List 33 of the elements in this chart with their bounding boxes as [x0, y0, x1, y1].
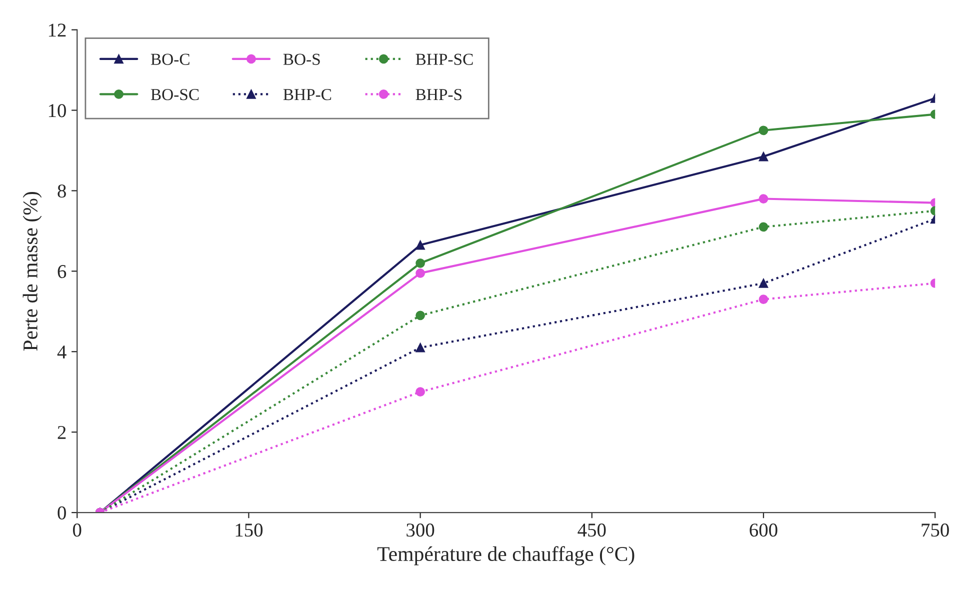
y-axis-title: Perte de masse (%)	[22, 192, 42, 351]
x-tick-label: 150	[236, 524, 263, 537]
y-tick-label: 2	[58, 426, 66, 439]
y-tick-label: 8	[58, 184, 66, 198]
y-tick-label: 12	[48, 24, 66, 37]
point	[758, 126, 768, 136]
x-tick-label: 600	[750, 524, 778, 537]
point	[758, 152, 768, 162]
point	[416, 387, 425, 397]
point	[758, 194, 768, 204]
legend-label: BO-SC	[150, 88, 199, 100]
legend-label: BHP-S	[416, 88, 462, 100]
point	[416, 240, 425, 250]
point	[416, 310, 425, 320]
x-tick-label: 750	[922, 524, 949, 537]
legend-label: BHP-SC	[416, 54, 473, 65]
y-tick-label: 0	[58, 506, 66, 520]
x-tick-label: 450	[578, 524, 606, 537]
y-tick-label: 6	[58, 265, 66, 278]
x-axis-title: Température de chauffage (°C)	[377, 546, 634, 566]
x-tick-label: 300	[406, 524, 434, 537]
legend-label: BO-C	[150, 54, 190, 65]
legend-label: BHP-C	[283, 88, 332, 100]
point	[416, 258, 425, 268]
point	[758, 222, 768, 232]
point	[758, 278, 768, 288]
point	[758, 294, 768, 304]
y-tick-label: 4	[57, 346, 66, 358]
y-tick-label: 10	[48, 104, 66, 118]
point	[416, 268, 425, 278]
point	[416, 342, 425, 352]
x-tick-label: 0	[73, 524, 82, 537]
legend-label: BO-S	[283, 54, 320, 65]
